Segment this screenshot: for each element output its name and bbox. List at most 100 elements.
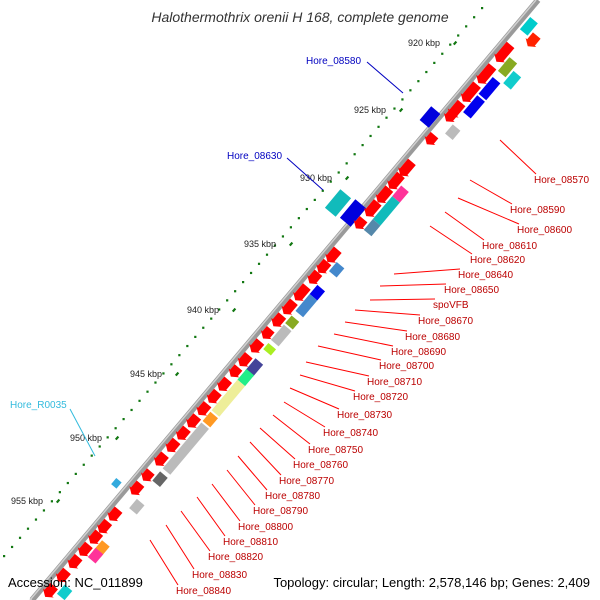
gene-block[interactable] [309, 284, 326, 301]
gene-arrow[interactable] [193, 400, 213, 420]
gene-label[interactable]: Hore_08780 [265, 491, 320, 502]
gene-arrow[interactable] [214, 375, 234, 395]
scale-label: 920 kbp [408, 38, 440, 48]
gene-label[interactable]: Hore_08790 [253, 506, 308, 517]
gene-arrow[interactable] [162, 436, 182, 456]
gene-label[interactable]: spoVFB [433, 300, 469, 311]
gene-block[interactable] [503, 70, 522, 90]
scale-dot [361, 144, 364, 147]
gene-arrow[interactable] [278, 297, 299, 318]
gene-label[interactable]: Hore_08700 [379, 361, 434, 372]
gene-label[interactable]: Hore_08730 [337, 410, 392, 421]
gene-arrow[interactable] [246, 337, 266, 357]
gene-label[interactable]: Hore_08830 [192, 570, 247, 581]
gene-arrow[interactable] [104, 505, 124, 525]
gene-arrow[interactable] [372, 184, 394, 207]
gene-arrow[interactable] [441, 108, 459, 126]
gene-block[interactable] [285, 315, 300, 330]
gene-label[interactable]: Hore_08710 [367, 377, 422, 388]
gene-label[interactable]: Hore_08600 [517, 225, 572, 236]
gene-arrow[interactable] [85, 528, 105, 548]
gene-arrow[interactable] [473, 62, 498, 88]
gene-block[interactable] [519, 16, 538, 36]
gene-label[interactable]: Hore_08580 [306, 56, 361, 67]
gene-arrow[interactable] [458, 80, 483, 106]
gene-label[interactable]: Hore_08810 [223, 537, 278, 548]
gene-block[interactable] [129, 498, 145, 515]
gene-arrow[interactable] [225, 363, 243, 381]
scale-dot [425, 70, 428, 74]
gene-block[interactable] [372, 196, 400, 226]
gene-label[interactable]: Hore_08640 [458, 270, 513, 281]
gene-label[interactable]: Hore_08650 [444, 285, 499, 296]
gene-label[interactable]: Hore_08840 [176, 586, 231, 597]
gene-arrow[interactable] [322, 245, 343, 266]
gene-label[interactable]: Hore_08610 [482, 241, 537, 252]
gene-label[interactable]: Hore_08630 [227, 151, 282, 162]
gene-hore-08580-block[interactable] [419, 106, 441, 128]
gene-arrow[interactable] [351, 215, 369, 233]
gene-block[interactable] [237, 368, 255, 387]
gene-label[interactable]: Hore_08570 [534, 175, 589, 186]
gene-block[interactable] [328, 261, 345, 278]
scale-dot [154, 381, 157, 384]
gene-block[interactable] [270, 324, 292, 347]
gene-block[interactable] [152, 471, 168, 488]
gene-arrow[interactable] [53, 566, 73, 586]
scale-dot [10, 545, 14, 549]
gene-label[interactable]: Hore_08750 [308, 445, 363, 456]
gene-hore-08630-block-2[interactable] [339, 199, 367, 227]
gene-arrow[interactable] [290, 282, 312, 305]
scale-tick [174, 371, 180, 377]
gene-label[interactable]: Hore_08670 [418, 316, 473, 327]
gene-arrow[interactable] [304, 268, 324, 288]
gene-arrow[interactable] [64, 553, 84, 573]
gene-block[interactable] [392, 185, 409, 203]
gene-block[interactable] [463, 95, 485, 119]
gene-label[interactable]: Hore_08740 [323, 428, 378, 439]
gene-arrow[interactable] [94, 517, 114, 537]
gene-block[interactable] [445, 124, 461, 140]
gene-arrow[interactable] [75, 540, 95, 560]
gene-label[interactable]: Hore_08680 [405, 332, 460, 343]
gene-arrow[interactable] [40, 582, 60, 600]
gene-arrow[interactable] [313, 257, 333, 277]
gene-arrow[interactable] [522, 31, 542, 51]
gene-label[interactable]: Hore_08620 [470, 255, 525, 266]
gene-label[interactable]: Hore_R0035 [10, 400, 67, 411]
callout-line [344, 321, 408, 332]
gene-hore-r0035-block[interactable] [111, 478, 122, 489]
gene-arrow[interactable] [268, 311, 288, 331]
gene-block[interactable] [363, 219, 381, 237]
gene-block[interactable] [202, 411, 219, 428]
gene-label[interactable]: Hore_08720 [353, 392, 408, 403]
gene-arrow[interactable] [204, 387, 224, 407]
gene-hore-08630-block-1[interactable] [324, 189, 352, 217]
gene-arrow[interactable] [126, 479, 146, 499]
gene-arrow[interactable] [183, 412, 203, 432]
gene-arrow[interactable] [421, 131, 439, 149]
gene-arrow[interactable] [491, 40, 516, 66]
gene-block[interactable] [162, 422, 209, 475]
gene-label[interactable]: Hore_08770 [279, 476, 334, 487]
gene-label[interactable]: Hore_08590 [510, 205, 565, 216]
gene-block[interactable] [263, 342, 277, 356]
gene-label[interactable]: Hore_08760 [293, 460, 348, 471]
gene-block[interactable] [478, 76, 501, 101]
gene-block[interactable] [295, 294, 318, 318]
gene-arrow[interactable] [361, 198, 383, 221]
gene-block[interactable] [56, 584, 73, 600]
gene-label[interactable]: Hore_08690 [391, 347, 446, 358]
gene-arrow[interactable] [138, 467, 156, 485]
gene-block[interactable] [497, 57, 518, 78]
gene-arrow[interactable] [258, 325, 276, 343]
gene-arrow[interactable] [173, 424, 193, 444]
gene-arrow[interactable] [234, 351, 254, 371]
gene-arrow[interactable] [395, 157, 417, 180]
gene-arrow[interactable] [384, 170, 406, 193]
gene-label[interactable]: Hore_08800 [238, 522, 293, 533]
gene-block[interactable] [211, 379, 246, 417]
gene-block[interactable] [87, 547, 104, 564]
gene-arrow[interactable] [151, 450, 171, 470]
gene-label[interactable]: Hore_08820 [208, 552, 263, 563]
